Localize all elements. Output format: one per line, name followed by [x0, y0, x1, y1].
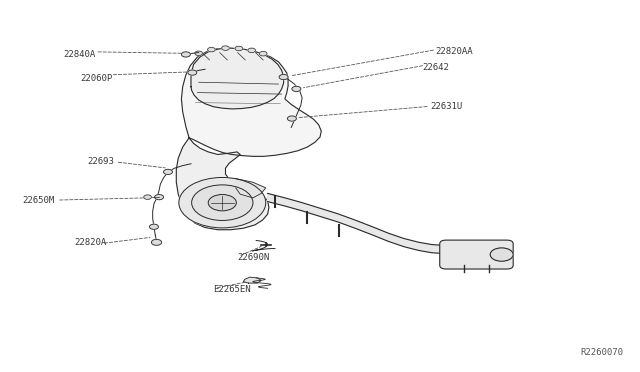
Polygon shape [181, 48, 321, 156]
Text: 22690N: 22690N [237, 253, 269, 262]
Circle shape [152, 239, 162, 245]
Text: 22631U: 22631U [430, 102, 462, 111]
Circle shape [144, 195, 152, 199]
Circle shape [287, 116, 296, 121]
Circle shape [259, 51, 267, 56]
Polygon shape [191, 48, 284, 109]
Circle shape [188, 70, 196, 75]
Polygon shape [268, 193, 443, 253]
Circle shape [207, 47, 215, 52]
Text: 22642: 22642 [422, 63, 449, 72]
Polygon shape [176, 138, 269, 230]
Circle shape [208, 195, 236, 211]
Text: E2265EN: E2265EN [212, 285, 250, 294]
Circle shape [490, 248, 513, 261]
Circle shape [164, 169, 173, 174]
Circle shape [221, 46, 229, 50]
Circle shape [195, 51, 202, 55]
Circle shape [179, 177, 266, 228]
Circle shape [155, 195, 164, 200]
Text: 22820AA: 22820AA [435, 47, 472, 56]
Circle shape [191, 185, 253, 221]
Text: 22820A: 22820A [74, 238, 106, 247]
Circle shape [279, 74, 288, 80]
Text: 22840A: 22840A [63, 50, 95, 59]
Polygon shape [236, 179, 266, 198]
Text: 22693: 22693 [88, 157, 115, 166]
Text: 22650M: 22650M [23, 196, 55, 205]
Circle shape [248, 48, 255, 52]
Text: 22060P: 22060P [80, 74, 113, 83]
Circle shape [181, 52, 190, 57]
Circle shape [292, 86, 301, 92]
Circle shape [235, 46, 243, 51]
Text: R2260070: R2260070 [580, 348, 623, 357]
Polygon shape [243, 277, 261, 283]
Circle shape [150, 224, 159, 230]
FancyBboxPatch shape [440, 240, 513, 269]
